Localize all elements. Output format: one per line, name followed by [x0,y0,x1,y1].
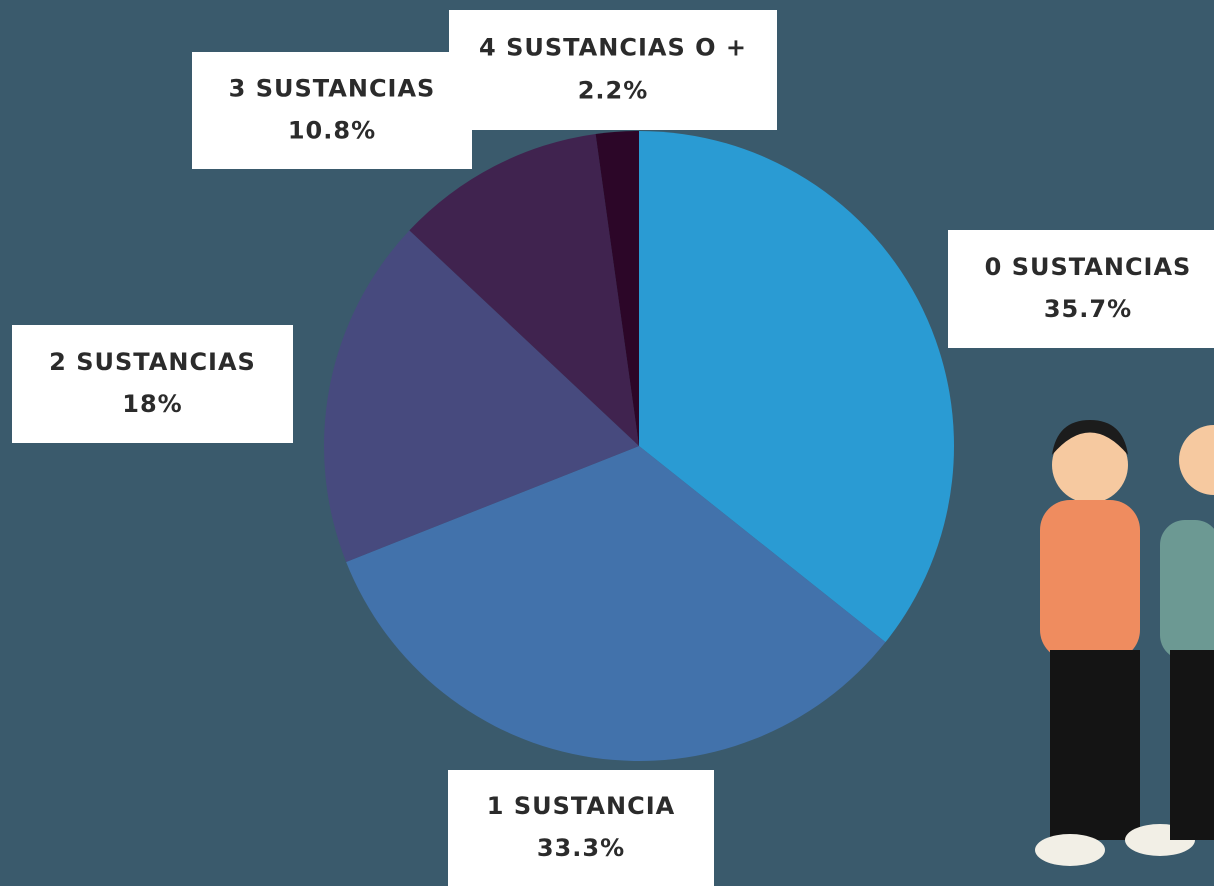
label-box [192,52,472,169]
slice-value-label: 35.7% [1044,295,1132,323]
slice-label: 1 SUSTANCIA [487,792,675,820]
slice-label: 3 SUSTANCIAS [229,74,436,102]
slice-label: 2 SUSTANCIAS [49,348,256,376]
slice-label: 4 SUSTANCIAS O + [479,33,747,61]
slice-value-label: 10.8% [288,117,376,145]
chart: 0 SUSTANCIAS 35.7% 1 SUSTANCIA 33.3% 2 SUSTA… [0,0,1214,886]
slice-label: 0 SUSTANCIAS [985,253,1192,281]
slice-value-label: 33.3% [537,834,625,862]
label-box [448,770,714,886]
slice-value-label: 2.2% [578,77,649,105]
illustration [1035,420,1214,866]
pie [324,131,954,761]
label-box [948,230,1214,348]
label-box [449,10,777,130]
slice-value-label: 18% [122,390,182,418]
label-box [12,325,293,443]
